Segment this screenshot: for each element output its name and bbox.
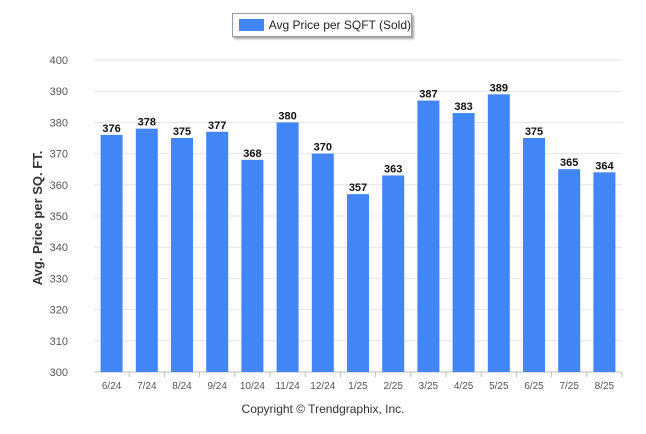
bar	[171, 138, 193, 372]
bar	[135, 128, 158, 372]
x-tick-label: 3/25	[419, 381, 439, 392]
data-label: 365	[560, 157, 578, 169]
bar	[558, 169, 581, 372]
x-tick-label: 11/24	[275, 381, 300, 392]
data-label: 383	[454, 101, 472, 113]
x-tick-label: 9/24	[207, 381, 227, 392]
bar	[100, 134, 123, 372]
copyright-footer: Copyright © Trendgraphix, Inc.	[241, 402, 405, 416]
bar	[417, 100, 440, 372]
data-label: 389	[490, 82, 508, 94]
data-label: 363	[384, 163, 402, 175]
y-tick-label: 390	[50, 86, 68, 98]
data-label: 376	[102, 123, 120, 135]
data-label: 364	[595, 160, 614, 172]
y-tick-label: 340	[50, 242, 68, 254]
legend-label: Avg Price per SQFT (Sold)	[268, 18, 411, 32]
data-label: 368	[243, 148, 261, 160]
bar	[452, 113, 475, 372]
x-tick-label: 7/24	[137, 381, 157, 392]
y-tick-label: 310	[50, 336, 68, 348]
x-tick-label: 4/25	[454, 381, 474, 392]
x-tick-label: 8/25	[595, 381, 615, 392]
x-tick-label: 1/25	[348, 381, 368, 392]
y-tick-label: 360	[50, 180, 68, 192]
y-tick-label: 400	[50, 55, 68, 67]
y-tick-label: 370	[50, 149, 68, 161]
y-axis-title: Avg. Price per SQ. FT.	[30, 151, 45, 286]
y-axis-ticks: 300 310 320 330 340 350 360 370 380 390 400	[50, 55, 68, 379]
bar	[241, 159, 264, 372]
y-tick-label: 300	[50, 367, 68, 379]
data-label: 387	[419, 89, 437, 101]
data-label: 377	[208, 120, 226, 132]
bar	[523, 138, 545, 372]
x-tick-label: 2/25	[383, 381, 403, 392]
bar	[487, 94, 510, 372]
x-tick-label: 8/24	[172, 381, 192, 392]
y-tick-label: 330	[50, 273, 68, 285]
bar	[311, 153, 334, 372]
data-label: 375	[525, 126, 543, 138]
y-tick-label: 320	[50, 305, 68, 317]
data-label: 357	[349, 182, 367, 194]
bars	[100, 94, 616, 373]
bar	[206, 131, 229, 372]
data-label: 375	[173, 126, 191, 138]
bar	[382, 175, 405, 372]
x-tick-label: 6/25	[524, 381, 544, 392]
data-label: 380	[278, 110, 296, 122]
y-tick-label: 350	[50, 211, 68, 223]
chart-legend: Avg Price per SQFT (Sold)	[232, 13, 412, 37]
y-tick-label: 380	[50, 117, 68, 129]
x-tick-label: 10/24	[240, 381, 265, 392]
data-label: 378	[138, 117, 156, 129]
x-tick-label: 5/25	[489, 381, 509, 392]
data-labels: 376 378 375 377 368 380 370 357 363 387 383 389 375 3…	[102, 82, 614, 194]
x-tick-label: 6/24	[102, 381, 122, 392]
x-tick-label: 7/25	[559, 381, 579, 392]
bar	[276, 122, 299, 373]
x-axis-ticks: 6/24 7/24 8/24 9/24 10/24 11/24 12/24 1/25 2/25 3…	[102, 372, 623, 392]
data-label: 370	[314, 142, 332, 154]
legend-swatch	[239, 19, 264, 31]
bar	[593, 172, 616, 372]
x-tick-label: 12/24	[310, 381, 335, 392]
bar	[347, 194, 369, 372]
